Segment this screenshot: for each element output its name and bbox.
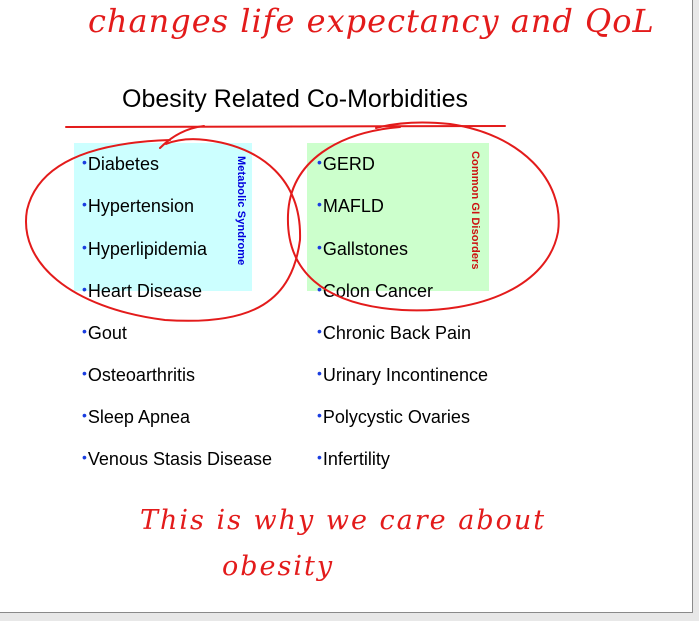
bullet-icon: • [82, 407, 87, 423]
right-list-item: •Gallstones [317, 239, 408, 260]
viewer-background-bottom [0, 613, 699, 621]
handwritten-note-bottom-line2: obesity [222, 551, 335, 582]
handwritten-note-top: changes life expectancy and QoL [88, 2, 655, 40]
right-item-label: Urinary Incontinence [322, 365, 488, 385]
bullet-icon: • [317, 407, 322, 423]
right-list-item: •MAFLD [317, 196, 384, 217]
bullet-icon: • [82, 154, 87, 170]
right-item-label: Gallstones [322, 239, 408, 259]
title-underline-ink [65, 125, 506, 128]
left-list-item: •Heart Disease [82, 281, 202, 302]
right-list-item: •GERD [317, 154, 375, 175]
left-item-label: Diabetes [87, 154, 159, 174]
right-list-item: •Colon Cancer [317, 281, 433, 302]
slide-title: Obesity Related Co-Morbidities [122, 85, 468, 113]
left-item-label: Gout [87, 323, 127, 343]
gi-disorders-box [307, 143, 489, 291]
left-list-item: •Osteoarthritis [82, 365, 195, 386]
left-item-label: Sleep Apnea [87, 407, 190, 427]
left-item-label: Venous Stasis Disease [87, 449, 273, 469]
metabolic-circle-tick-ink [159, 125, 205, 149]
right-list-item: •Urinary Incontinence [317, 365, 488, 386]
left-item-label: Hypertension [87, 196, 194, 216]
right-item-label: GERD [322, 154, 375, 174]
left-list-item: •Venous Stasis Disease [82, 449, 272, 470]
bullet-icon: • [317, 239, 322, 255]
gi-disorders-label: Common GI Disorders [469, 151, 481, 270]
bullet-icon: • [317, 365, 322, 381]
bullet-icon: • [82, 239, 87, 255]
document-page [0, 0, 692, 612]
bullet-icon: • [317, 154, 322, 170]
left-list-item: •Sleep Apnea [82, 407, 190, 428]
metabolic-circle-ink [25, 138, 302, 322]
page-border-bottom [0, 612, 693, 613]
gi-circle-ink [286, 121, 560, 312]
right-item-label: Polycystic Ovaries [322, 407, 470, 427]
bullet-icon: • [317, 323, 322, 339]
bullet-icon: • [317, 449, 322, 465]
bullet-icon: • [82, 365, 87, 381]
right-item-label: Infertility [322, 449, 390, 469]
bullet-icon: • [317, 196, 322, 212]
left-list-item: •Gout [82, 323, 127, 344]
page-border-right [692, 0, 693, 612]
metabolic-syndrome-box [74, 143, 252, 291]
left-list-item: •Diabetes [82, 154, 159, 175]
handwritten-note-bottom-line1: This is why we care about [140, 505, 547, 536]
left-item-label: Osteoarthritis [87, 365, 195, 385]
bullet-icon: • [82, 281, 87, 297]
bullet-icon: • [82, 449, 87, 465]
right-item-label: Chronic Back Pain [322, 323, 471, 343]
bullet-icon: • [82, 196, 87, 212]
right-item-label: MAFLD [322, 196, 384, 216]
left-item-label: Hyperlipidemia [87, 239, 207, 259]
right-list-item: •Chronic Back Pain [317, 323, 471, 344]
right-item-label: Colon Cancer [322, 281, 433, 301]
metabolic-syndrome-label: Metabolic Syndrome [235, 156, 247, 266]
bullet-icon: • [317, 281, 322, 297]
viewer-background-right [693, 0, 699, 621]
right-list-item: •Infertility [317, 449, 390, 470]
bullet-icon: • [82, 323, 87, 339]
left-item-label: Heart Disease [87, 281, 202, 301]
left-list-item: •Hyperlipidemia [82, 239, 207, 260]
left-list-item: •Hypertension [82, 196, 194, 217]
right-list-item: •Polycystic Ovaries [317, 407, 470, 428]
